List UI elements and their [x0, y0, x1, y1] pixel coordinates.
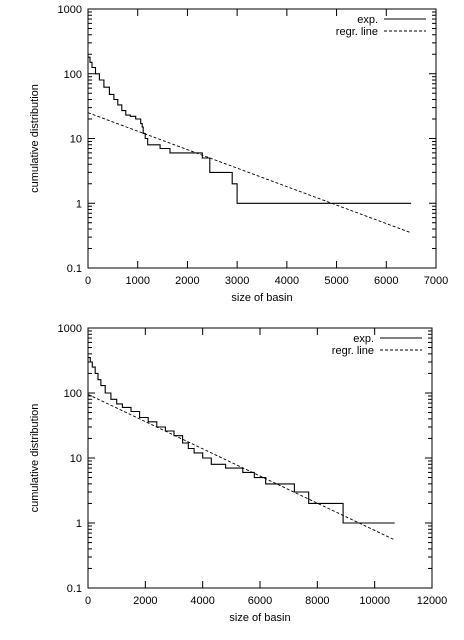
- x-tick-label: 2000: [133, 595, 157, 607]
- x-axis-title: size of basin: [231, 292, 292, 304]
- x-tick-label: 4000: [275, 275, 299, 287]
- y-tick-label: 100: [64, 388, 82, 400]
- series-experimental: [88, 357, 395, 524]
- x-tick-label: 8000: [305, 595, 329, 607]
- x-tick-label: 6000: [248, 595, 272, 607]
- chart-1: 0.1 1 10 100 1000 0 1000 2000 3000 4000 5000 6000 70…: [29, 4, 448, 304]
- y-tick-label: 1: [76, 518, 82, 530]
- x-tick-label: 3000: [225, 275, 249, 287]
- series-regression-line: [87, 393, 395, 541]
- x-tick-label: 0: [85, 275, 91, 287]
- x-tick-label: 4000: [190, 595, 214, 607]
- x-tick-label: 2000: [175, 275, 199, 287]
- y-tick-label: 1: [76, 198, 82, 210]
- y-tick-label: 10: [70, 134, 82, 146]
- x-tick-label: 12000: [417, 595, 448, 607]
- legend-label: exp.: [353, 333, 374, 345]
- y-tick-label: 1000: [58, 4, 82, 16]
- series-regression-line: [87, 112, 412, 234]
- y-axis-title: cumulative distribution: [29, 404, 41, 513]
- x-tick-label: 1000: [125, 275, 149, 287]
- x-tick-label: 6000: [374, 275, 398, 287]
- y-tick-label: 0.1: [67, 263, 82, 275]
- plot-frame: [87, 8, 437, 269]
- x-tick-label: 0: [85, 595, 91, 607]
- x-tick-label: 10000: [359, 595, 390, 607]
- y-axis-title: cumulative distribution: [29, 84, 41, 193]
- x-axis-title: size of basin: [229, 612, 290, 624]
- x-tick-label: 5000: [324, 275, 348, 287]
- x-tick-label: 7000: [424, 275, 448, 287]
- y-tick-label: 100: [64, 69, 82, 81]
- legend-label: regr. line: [336, 26, 378, 38]
- y-tick-label: 1000: [58, 323, 82, 335]
- y-tick-label: 10: [70, 453, 82, 465]
- legend-label: exp.: [357, 14, 378, 26]
- legend-label: regr. line: [332, 345, 374, 357]
- plot-frame: [87, 327, 433, 589]
- series-experimental: [88, 56, 412, 204]
- y-tick-label: 0.1: [67, 583, 82, 595]
